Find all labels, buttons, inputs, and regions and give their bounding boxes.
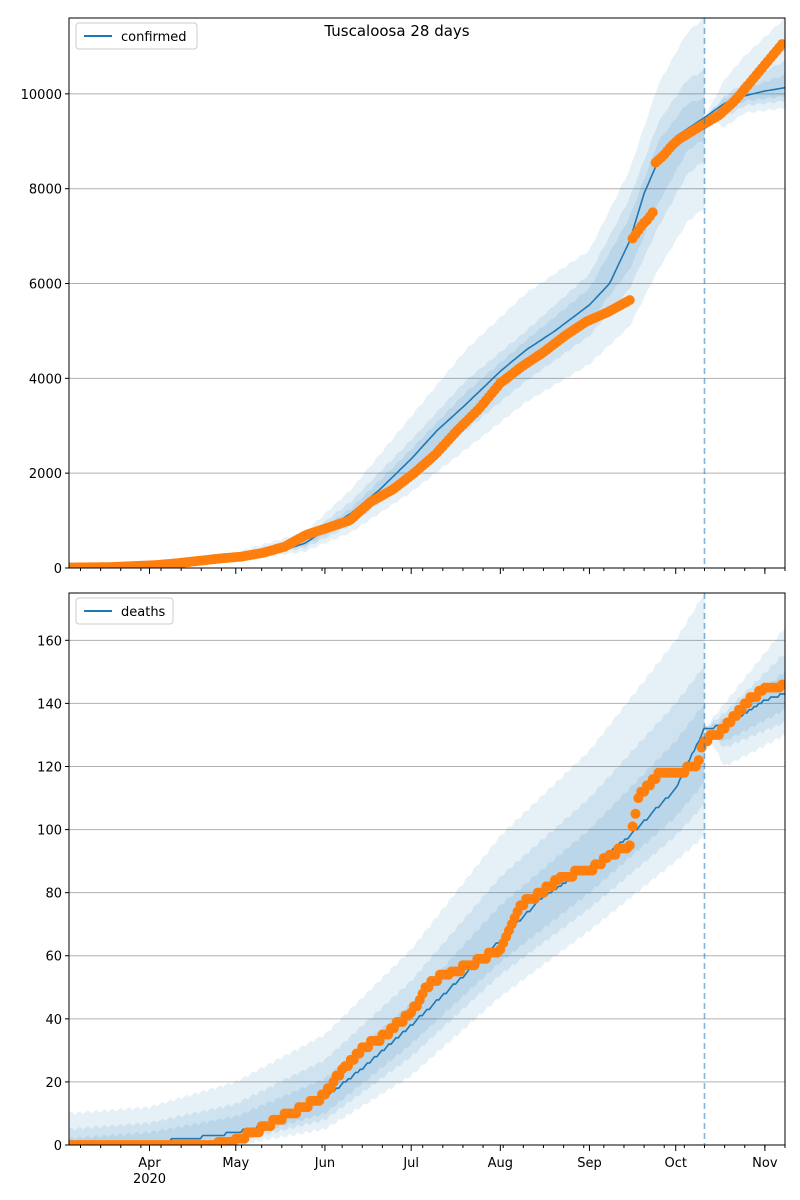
band-middle [69,654,785,1145]
deaths-observed-point [630,808,641,819]
y-tick-label: 10000 [21,88,62,103]
confirmed-axes: 0 2000 4000 6000 8000 10000 confirmed [21,17,786,577]
legend-frame [75,22,198,50]
y-tick-label: 6000 [29,278,62,293]
y-tick-label: 40 [45,1013,62,1028]
x-tick-label: Nov [752,1156,778,1171]
x-tick-label: Aug [488,1156,513,1171]
x-tick-label-line: Apr [138,1156,161,1171]
x-tick-label: Sep [577,1156,602,1171]
y-tick-label: 2000 [29,467,62,482]
confirmed-legend: confirmed [75,22,198,50]
plot-area [69,18,785,568]
x-tick-label: Jul [402,1156,419,1171]
x-tick-label: Apr 2020 [133,1156,166,1187]
deaths-legend: deaths [75,597,174,625]
legend-label: confirmed [121,30,187,45]
y-tick-label: 20 [45,1076,62,1091]
y-tick-label: 0 [54,562,62,577]
confirmed-observed-point [624,295,635,306]
x-tick-label-line: Aug [488,1156,513,1171]
x-tick-label-line: Nov [752,1156,778,1171]
band-inner [69,73,785,568]
x-tick-label-line: May [222,1156,249,1171]
deaths-observed-point [627,821,638,832]
x-tick-label: Oct [664,1156,686,1171]
deaths-observed-point [777,679,785,690]
deaths-observed-point [693,755,704,766]
figure-title: Tuscaloosa 28 days [323,22,469,40]
y-tick-label: 80 [45,887,62,902]
x-tick-label-line: 2020 [133,1172,166,1187]
x-tick-label: Jun [314,1156,335,1171]
y-tick-label: 0 [54,1139,62,1154]
y-tick-label: 140 [37,697,62,712]
confirmed-observed-point [777,39,785,50]
legend-frame [75,597,174,625]
band-outer [69,593,785,1145]
y-tick-label: 8000 [29,183,62,198]
y-tick-label: 160 [37,634,62,649]
axes-frame [68,17,786,569]
deaths-model-line [69,693,785,1145]
legend-label: deaths [121,605,166,620]
band-inner [69,673,785,1145]
deaths-axes: 0 20 40 60 80 100 120 140 160 Apr 2020 May Jun Jul Aug… [37,592,786,1187]
axes-frame [68,592,786,1146]
deaths-observed-point [624,840,635,851]
y-tick-label: 100 [37,824,62,839]
y-tick-label: 120 [37,760,62,775]
plot-area [69,593,785,1145]
x-tick-label-line: Jul [402,1156,419,1171]
y-tick-label: 4000 [29,372,62,387]
x-tick-label-line: Jun [314,1156,335,1171]
y-tick-label: 60 [45,950,62,965]
x-tick-label-line: Sep [577,1156,602,1171]
x-tick-label: May [222,1156,249,1171]
confirmed-observed-point [647,207,658,218]
x-tick-label-line: Oct [664,1156,686,1171]
